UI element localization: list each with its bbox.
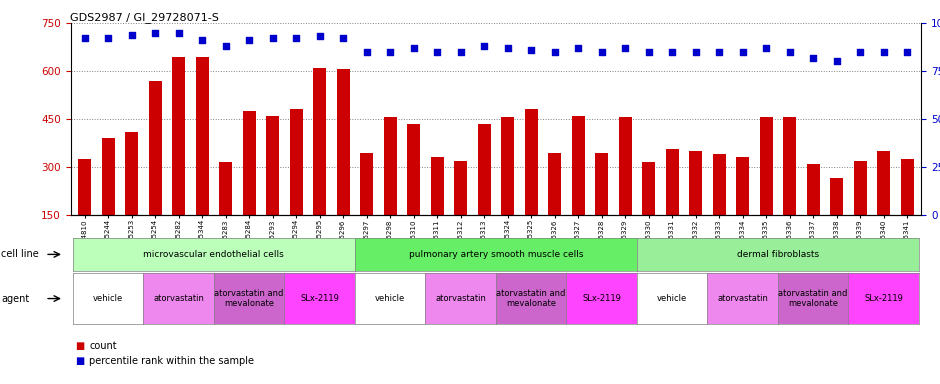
- Text: ■: ■: [75, 356, 85, 366]
- Bar: [407, 124, 420, 263]
- Bar: [384, 118, 397, 263]
- Bar: [689, 151, 702, 263]
- Bar: [807, 164, 820, 263]
- Text: atorvastatin and
mevalonate: atorvastatin and mevalonate: [496, 289, 566, 308]
- Bar: [783, 118, 796, 263]
- Bar: [172, 56, 185, 263]
- Text: atorvastatin and
mevalonate: atorvastatin and mevalonate: [778, 289, 848, 308]
- Bar: [548, 153, 561, 263]
- Point: [359, 49, 374, 55]
- Point: [500, 45, 515, 51]
- Text: atorvastatin: atorvastatin: [153, 294, 204, 303]
- Bar: [501, 118, 514, 263]
- Bar: [854, 161, 867, 263]
- Bar: [595, 153, 608, 263]
- Bar: [760, 118, 773, 263]
- Text: cell line: cell line: [1, 249, 39, 260]
- Bar: [454, 161, 467, 263]
- Bar: [243, 111, 256, 263]
- Point: [618, 45, 633, 51]
- Point: [242, 37, 257, 43]
- Point: [430, 49, 445, 55]
- Bar: [78, 159, 91, 263]
- Point: [312, 33, 327, 40]
- Bar: [337, 70, 350, 263]
- Bar: [877, 151, 890, 263]
- Point: [148, 30, 163, 36]
- Point: [265, 35, 280, 41]
- Point: [900, 49, 915, 55]
- Bar: [219, 162, 232, 263]
- Text: SLx-2119: SLx-2119: [864, 294, 903, 303]
- Point: [688, 49, 703, 55]
- Bar: [266, 116, 279, 263]
- Point: [547, 49, 562, 55]
- Point: [712, 49, 727, 55]
- Bar: [313, 68, 326, 263]
- Text: atorvastatin: atorvastatin: [435, 294, 486, 303]
- Bar: [125, 132, 138, 263]
- Bar: [713, 154, 726, 263]
- Point: [406, 45, 421, 51]
- Bar: [666, 149, 679, 263]
- Point: [759, 45, 774, 51]
- Point: [124, 31, 139, 38]
- Point: [806, 55, 821, 61]
- Bar: [572, 116, 585, 263]
- Point: [477, 43, 492, 49]
- Point: [77, 35, 92, 41]
- Bar: [830, 178, 843, 263]
- Point: [289, 35, 304, 41]
- Bar: [196, 56, 209, 263]
- Bar: [431, 157, 444, 263]
- Text: vehicle: vehicle: [375, 294, 405, 303]
- Point: [829, 58, 844, 65]
- Point: [218, 43, 233, 49]
- Text: atorvastatin and
mevalonate: atorvastatin and mevalonate: [214, 289, 284, 308]
- Bar: [478, 124, 491, 263]
- Text: vehicle: vehicle: [657, 294, 687, 303]
- Bar: [901, 159, 914, 263]
- Text: GDS2987 / GI_29728071-S: GDS2987 / GI_29728071-S: [70, 12, 219, 23]
- Point: [101, 35, 116, 41]
- Bar: [736, 157, 749, 263]
- Text: count: count: [89, 341, 117, 351]
- Text: SLx-2119: SLx-2119: [300, 294, 339, 303]
- Text: percentile rank within the sample: percentile rank within the sample: [89, 356, 255, 366]
- Point: [171, 30, 186, 36]
- Text: vehicle: vehicle: [93, 294, 123, 303]
- Text: agent: agent: [1, 293, 29, 304]
- Point: [571, 45, 586, 51]
- Bar: [619, 118, 632, 263]
- Point: [782, 49, 797, 55]
- Point: [336, 35, 351, 41]
- Point: [594, 49, 609, 55]
- Bar: [290, 109, 303, 263]
- Bar: [360, 153, 373, 263]
- Point: [665, 49, 680, 55]
- Bar: [525, 109, 538, 263]
- Point: [383, 49, 398, 55]
- Point: [735, 49, 750, 55]
- Point: [524, 47, 539, 53]
- Bar: [642, 162, 655, 263]
- Point: [195, 37, 210, 43]
- Point: [853, 49, 868, 55]
- Text: microvascular endothelial cells: microvascular endothelial cells: [144, 250, 284, 259]
- Point: [641, 49, 656, 55]
- Text: dermal fibroblasts: dermal fibroblasts: [737, 250, 819, 259]
- Text: ■: ■: [75, 341, 85, 351]
- Bar: [149, 81, 162, 263]
- Point: [453, 49, 468, 55]
- Text: SLx-2119: SLx-2119: [582, 294, 621, 303]
- Bar: [102, 138, 115, 263]
- Text: pulmonary artery smooth muscle cells: pulmonary artery smooth muscle cells: [409, 250, 583, 259]
- Text: atorvastatin: atorvastatin: [717, 294, 768, 303]
- Point: [876, 49, 891, 55]
